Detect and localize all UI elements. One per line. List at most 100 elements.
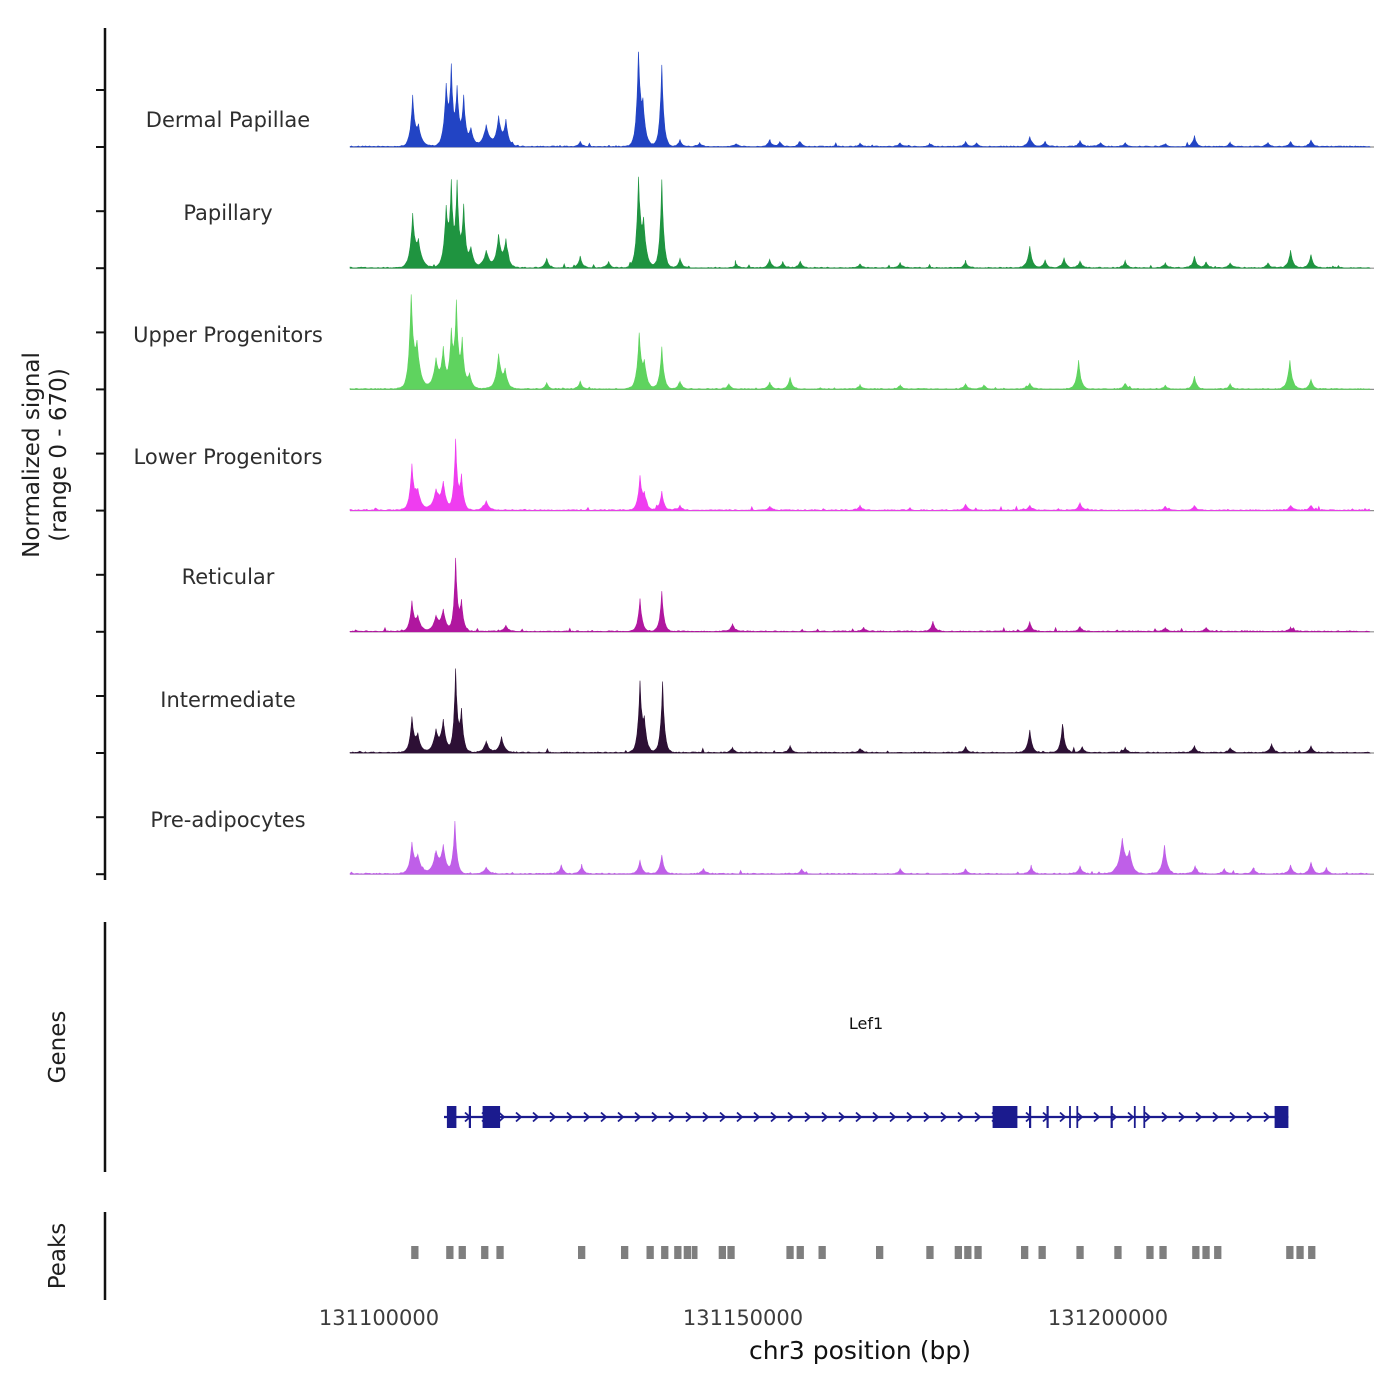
peak-interval	[1038, 1246, 1046, 1259]
strand-chevron-icon	[1178, 1111, 1186, 1123]
track-label-lower-progenitors: Lower Progenitors	[133, 445, 323, 469]
y-axis-label-line1: Normalized signal	[19, 352, 45, 558]
strand-chevron-icon	[787, 1111, 795, 1123]
strand-chevron-icon	[1263, 1111, 1271, 1123]
strand-chevron-icon	[651, 1111, 659, 1123]
gene-exon	[1046, 1106, 1049, 1128]
track-label-intermediate: Intermediate	[160, 688, 296, 712]
strand-chevron-icon	[1212, 1111, 1220, 1123]
strand-chevron-icon	[719, 1111, 727, 1123]
gene-exon	[446, 1106, 457, 1128]
strand-chevron-icon	[940, 1111, 948, 1123]
peaks-section-label: Peaks	[45, 1222, 71, 1290]
x-tick-131100000: 131100000	[318, 1306, 440, 1330]
peak-interval	[1159, 1246, 1167, 1259]
peak-interval	[481, 1246, 489, 1259]
strand-chevron-icon	[736, 1111, 744, 1123]
signal-area-track-1	[349, 176, 1371, 269]
strand-chevron-icon	[1093, 1111, 1101, 1123]
peak-interval	[674, 1246, 682, 1259]
gene-exon	[1110, 1106, 1113, 1128]
peak-interval	[926, 1246, 934, 1259]
strand-chevron-icon	[634, 1111, 642, 1123]
y-axis-label: Normalized signal (range 0 - 670)	[19, 352, 73, 558]
signal-area-track-5	[349, 668, 1371, 754]
strand-chevron-icon	[770, 1111, 778, 1123]
peak-interval	[876, 1246, 884, 1259]
track-label-upper-progenitors: Upper Progenitors	[133, 323, 323, 347]
strand-chevron-icon	[617, 1111, 625, 1123]
strand-chevron-icon	[957, 1111, 965, 1123]
peak-interval	[1146, 1246, 1154, 1259]
signal-area-track-4	[349, 557, 1371, 633]
peak-interval	[1202, 1246, 1210, 1259]
strand-chevron-icon	[889, 1111, 897, 1123]
strand-chevron-icon	[906, 1111, 914, 1123]
strand-chevron-icon	[872, 1111, 880, 1123]
gene-name-label: Lef1	[848, 1014, 884, 1033]
y-axis-label-line2: (range 0 - 670)	[46, 368, 72, 542]
strand-chevron-icon	[583, 1111, 591, 1123]
strand-chevron-icon	[1059, 1111, 1067, 1123]
strand-chevron-icon	[753, 1111, 761, 1123]
peak-interval	[1214, 1246, 1222, 1259]
peak-interval	[1286, 1246, 1294, 1259]
peak-interval	[1021, 1246, 1029, 1259]
strand-chevron-icon	[1144, 1111, 1152, 1123]
track-label-dermal-papillae: Dermal Papillae	[145, 108, 311, 132]
x-axis-title: chr3 position (bp)	[749, 1336, 971, 1365]
peak-interval	[446, 1246, 454, 1259]
strand-chevron-icon	[1076, 1111, 1084, 1123]
signal-area-track-6	[349, 820, 1371, 875]
strand-chevron-icon	[1161, 1111, 1169, 1123]
gene-exon	[992, 1106, 1018, 1128]
gene-exon	[482, 1106, 501, 1128]
strand-chevron-icon	[685, 1111, 693, 1123]
peak-interval	[646, 1246, 654, 1259]
strand-chevron-icon	[838, 1111, 846, 1123]
gene-exon	[1143, 1106, 1146, 1128]
peak-interval	[786, 1246, 794, 1259]
strand-chevron-icon	[549, 1111, 557, 1123]
strand-chevron-icon	[702, 1111, 710, 1123]
strand-chevron-icon	[532, 1111, 540, 1123]
gene-exon	[1274, 1106, 1289, 1128]
peak-interval	[691, 1246, 698, 1259]
gene-exon	[1133, 1106, 1136, 1128]
strand-chevron-icon	[821, 1111, 829, 1123]
peak-interval	[458, 1246, 466, 1259]
gene-exon	[468, 1106, 471, 1128]
peak-interval	[411, 1246, 419, 1259]
track-label-reticular: Reticular	[181, 565, 275, 589]
strand-chevron-icon	[1246, 1111, 1254, 1123]
strand-chevron-icon	[1229, 1111, 1237, 1123]
strand-chevron-icon	[974, 1111, 982, 1123]
peak-interval	[1296, 1246, 1304, 1259]
peak-interval	[683, 1246, 691, 1259]
peak-interval	[496, 1246, 504, 1259]
peak-interval	[1114, 1246, 1122, 1259]
gene-exon	[1069, 1106, 1071, 1128]
strand-chevron-icon	[1195, 1111, 1203, 1123]
peak-interval	[578, 1246, 586, 1259]
peak-interval	[621, 1246, 629, 1259]
peak-interval	[964, 1246, 972, 1259]
peak-interval	[661, 1246, 669, 1259]
strand-chevron-icon	[1127, 1111, 1135, 1123]
peak-interval	[1192, 1246, 1200, 1259]
strand-chevron-icon	[498, 1111, 506, 1123]
gene-exon	[1029, 1106, 1032, 1128]
track-label-pre-adipocytes: Pre-adipocytes	[150, 808, 306, 832]
peak-interval	[954, 1246, 962, 1259]
signal-area-track-2	[349, 294, 1371, 390]
peak-interval	[818, 1246, 826, 1259]
x-tick-131200000: 131200000	[1047, 1306, 1169, 1330]
strand-chevron-icon	[566, 1111, 574, 1123]
signal-area-track-0	[349, 51, 1371, 148]
peak-interval	[1308, 1246, 1316, 1259]
strand-chevron-icon	[855, 1111, 863, 1123]
peak-interval	[718, 1246, 726, 1259]
strand-chevron-icon	[804, 1111, 812, 1123]
